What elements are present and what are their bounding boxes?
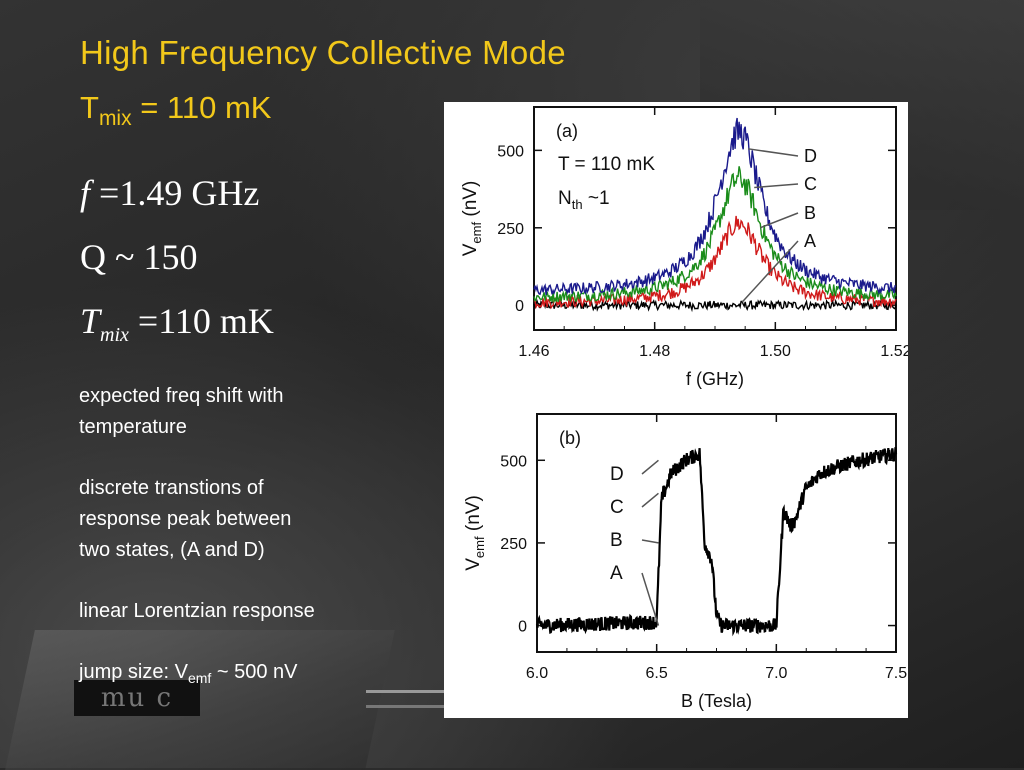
state-leader-line: [641, 492, 659, 508]
x-tick-label: 6.0: [526, 665, 548, 682]
series-label: A: [804, 231, 816, 251]
y-axis-label: Vemf (nV): [463, 495, 487, 571]
note-lorentzian: linear Lorentzian response: [79, 600, 315, 622]
series-leader-line: [754, 183, 799, 189]
y-axis-label-sub: emf: [472, 536, 487, 558]
equation-rhs: ~ 150: [106, 237, 198, 277]
y-axis-label: Vemf (nV): [460, 181, 484, 257]
y-tick-label: 0: [515, 298, 524, 315]
y-axis-label-unit: (nV): [463, 495, 484, 536]
y-tick-label: 500: [497, 143, 524, 160]
note-discrete-transitions: discrete transtions of response peak bet…: [79, 473, 291, 566]
y-axis-label-base: V: [463, 558, 484, 571]
series-line-A: [533, 298, 897, 313]
equation-lhs: T: [80, 301, 101, 341]
x-tick-label: 7.0: [765, 665, 787, 682]
background-shape: [5, 630, 395, 770]
panel-label: (a): [556, 121, 578, 141]
equation-lhs: f: [80, 173, 91, 213]
note-line: response peak between: [79, 508, 292, 530]
annotation-value: ~1: [583, 188, 610, 209]
state-label: B: [610, 530, 623, 551]
series-leader-line: [741, 240, 799, 303]
y-tick-label: 500: [500, 453, 527, 470]
equation-temperature: Tmix =110 mK: [80, 300, 274, 347]
series-label: D: [804, 146, 817, 166]
note-freq-shift: expected freq shift with temperature: [79, 381, 284, 443]
series-leader-line: [759, 212, 799, 229]
state-label: C: [610, 497, 624, 518]
y-tick-label: 0: [518, 619, 527, 636]
background-label: mu c: [74, 680, 200, 716]
series-label: B: [804, 203, 816, 223]
x-tick-label: 1.46: [518, 343, 549, 360]
annotation-nth: Nth ~1: [558, 188, 610, 212]
state-leader-line: [641, 459, 659, 475]
panel-label: (b): [559, 428, 581, 448]
background-rail: [366, 690, 446, 708]
x-axis-label: B (Tesla): [681, 691, 752, 711]
tmix-value: = 110 mK: [131, 90, 272, 125]
series-line-C: [533, 166, 897, 305]
x-tick-label: 1.52: [880, 343, 908, 360]
y-tick-label: 250: [497, 221, 524, 238]
y-axis-label-sub: emf: [469, 222, 484, 244]
state-leader-line: [641, 539, 659, 544]
x-axis-label: f (GHz): [686, 369, 744, 389]
note-line: expected freq shift with: [79, 385, 284, 407]
tmix-symbol: T: [80, 90, 99, 125]
y-axis-label-unit: (nV): [460, 181, 481, 222]
figure-panel: 1.46 1.48 1.50 1.52 0 250 500 f (GHz) Vemf (nV)(…: [444, 102, 908, 718]
note-line: discrete transtions of: [79, 477, 264, 499]
annotation-base: N: [558, 188, 572, 209]
series-line-D: [533, 117, 897, 296]
equation-frequency: f =1.49 GHz: [80, 172, 259, 214]
equation-lhs: Q: [80, 237, 106, 277]
state-leader-line: [641, 572, 660, 626]
x-tick-label: 6.5: [646, 665, 668, 682]
y-tick-label: 250: [500, 536, 527, 553]
slide-title: High Frequency Collective Mode: [80, 34, 566, 71]
x-tick-label: 1.48: [639, 343, 670, 360]
equation-subscript: mix: [100, 324, 129, 347]
slide-subtitle: Tmix = 110 mK: [80, 90, 271, 131]
equation-rhs: =110 mK: [128, 301, 274, 341]
tmix-subscript: mix: [98, 107, 132, 131]
note-text: ~ 500 nV: [211, 661, 298, 683]
x-tick-label: 7.5: [885, 665, 907, 682]
note-subscript: emf: [187, 670, 212, 686]
series-line-magnetization: [535, 447, 898, 637]
x-tick-label: 1.50: [760, 343, 791, 360]
series-label: C: [804, 174, 817, 194]
annotation-temperature: T = 110 mK: [558, 154, 655, 175]
note-line: temperature: [79, 416, 187, 438]
note-jump-size: jump size: Vemf ~ 500 nV: [79, 657, 297, 694]
state-label: D: [610, 464, 624, 485]
annotation-sub: th: [572, 197, 583, 212]
equation-quality-factor: Q ~ 150: [80, 236, 197, 278]
equation-rhs: =1.49 GHz: [90, 173, 260, 213]
y-axis-label-base: V: [460, 243, 481, 256]
series-leader-line: [748, 148, 799, 157]
note-text: jump size: V: [79, 661, 188, 683]
state-label: A: [610, 563, 623, 584]
note-line: two states, (A and D): [79, 539, 265, 561]
